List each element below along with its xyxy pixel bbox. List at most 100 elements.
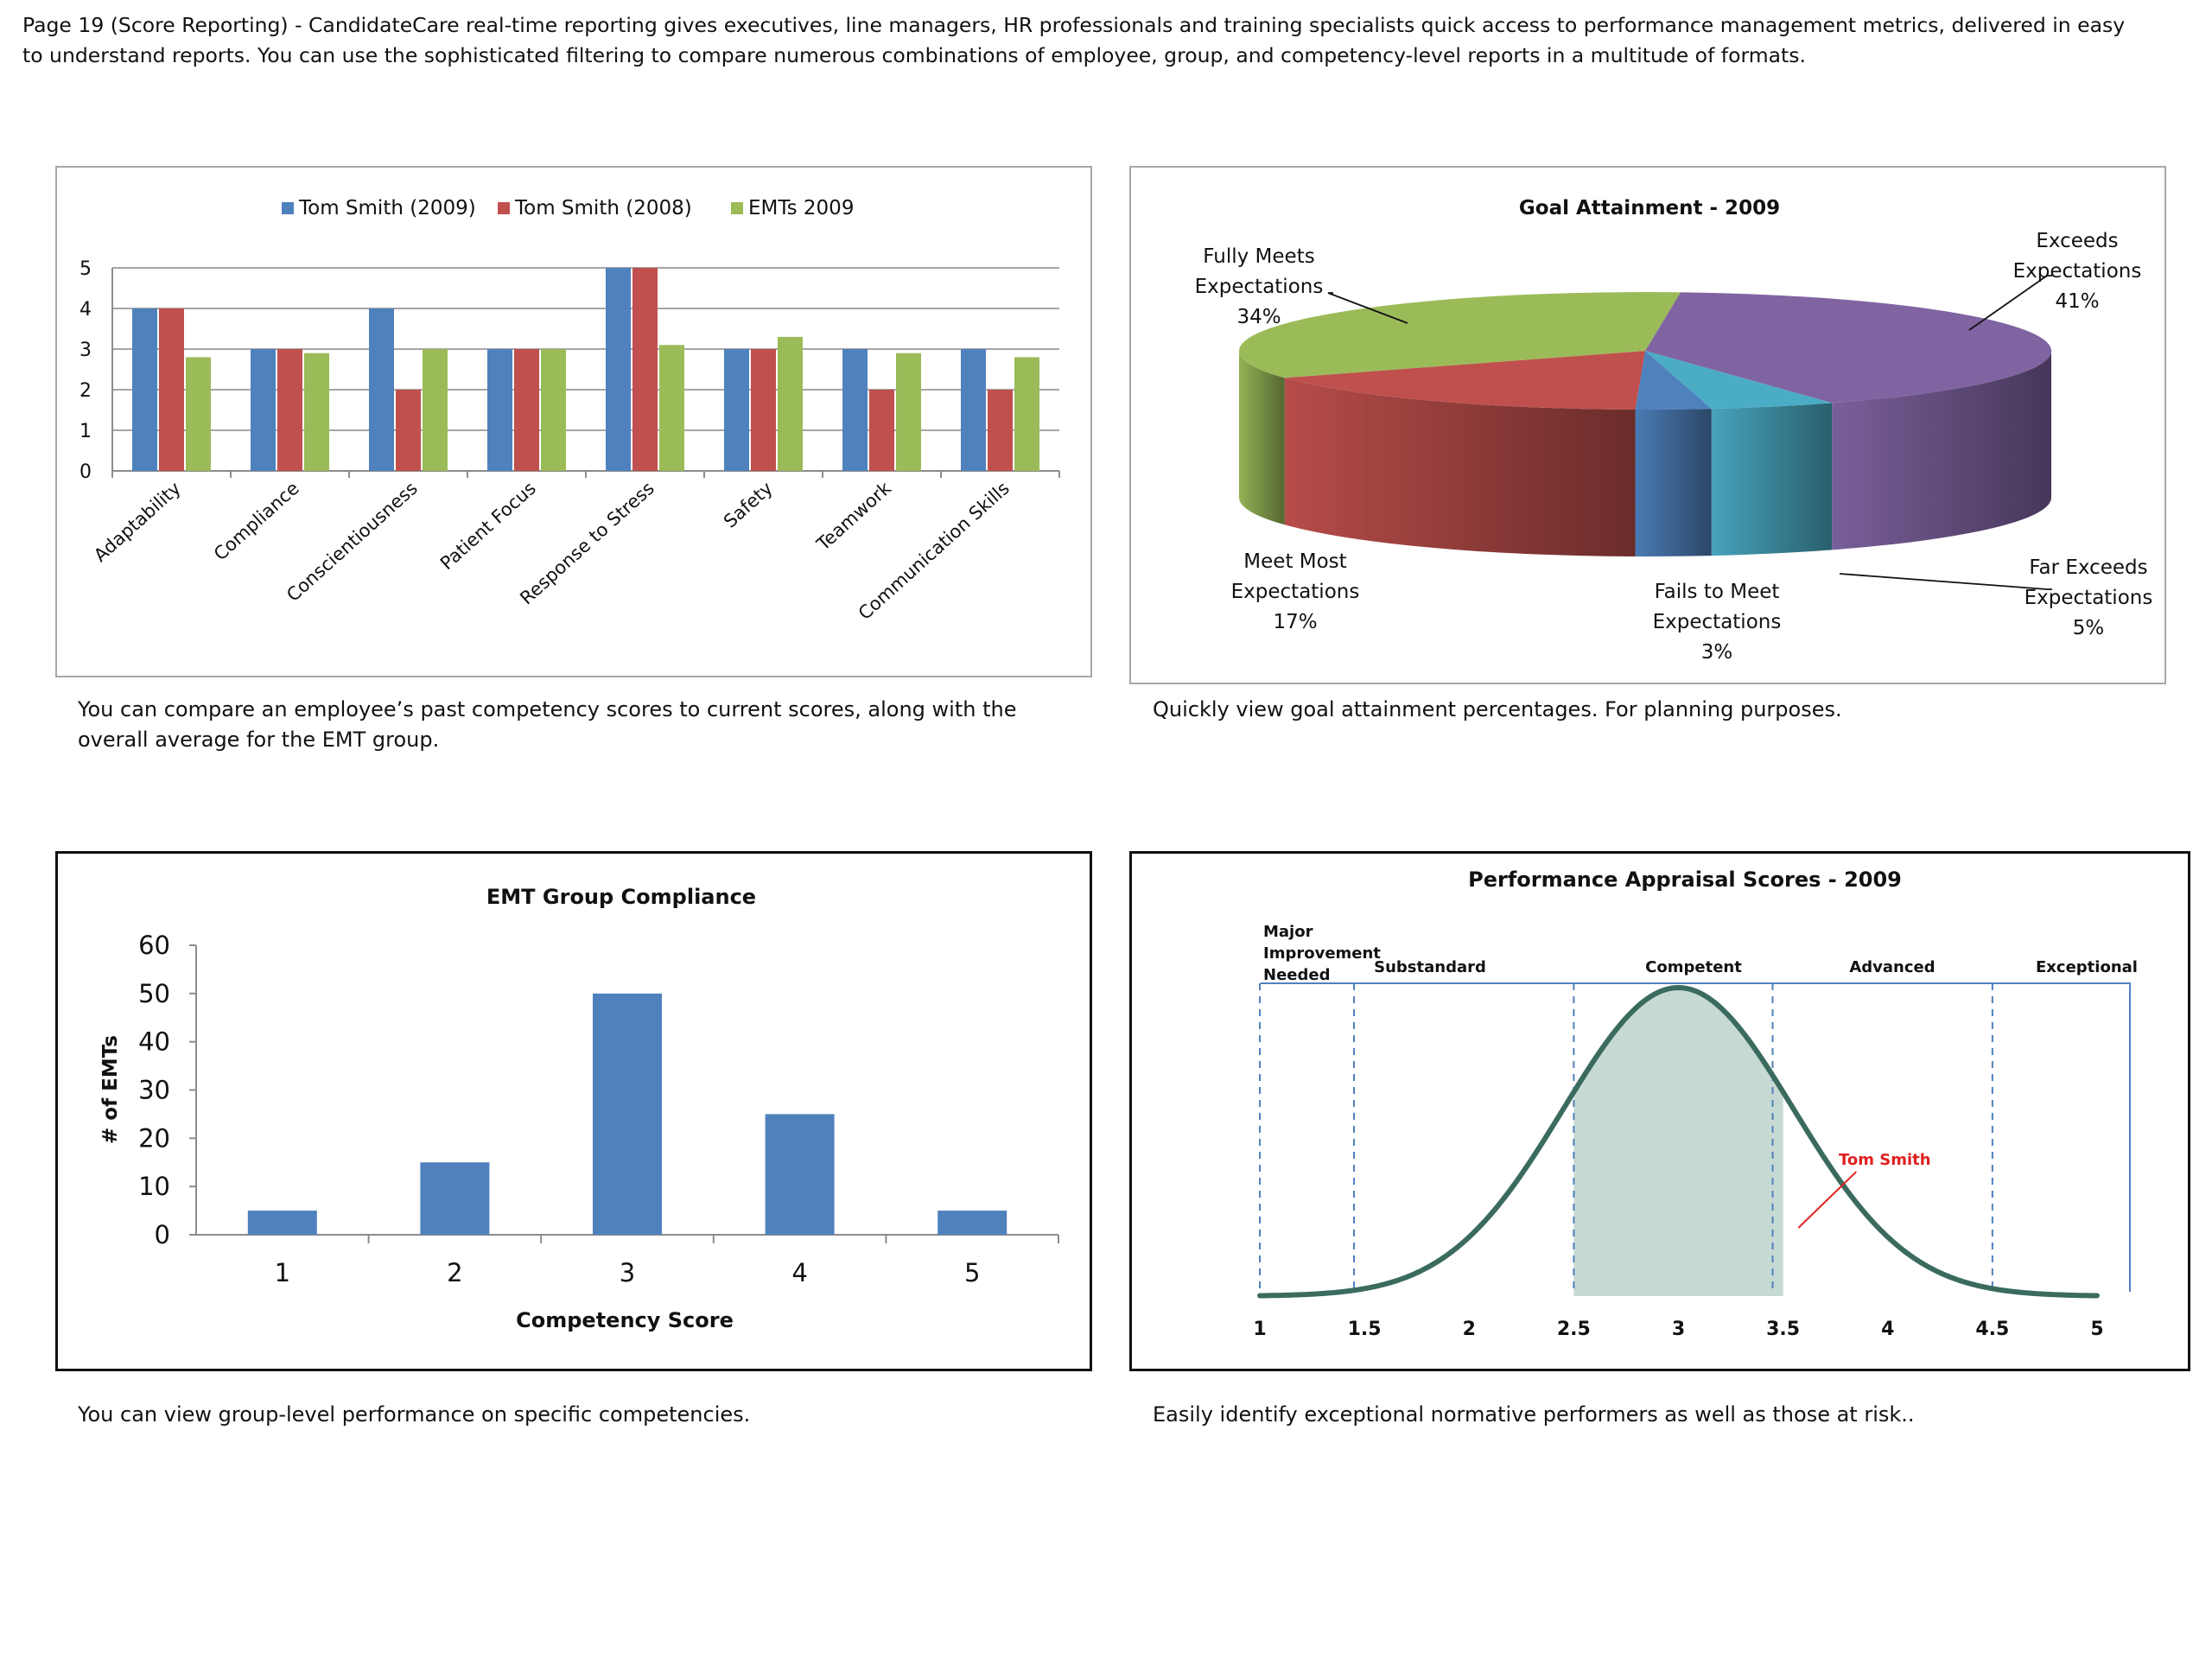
goal-attainment-chart: Goal Attainment - 2009 Exceeds Expectation… xyxy=(1129,166,2166,684)
slice-label: 5% xyxy=(2073,617,2105,639)
goal-caption: Quickly view goal attainment percentages… xyxy=(1153,697,1842,721)
bar-tom-smith-2009- xyxy=(606,268,631,471)
y-tick-label: 50 xyxy=(138,979,170,1008)
y-tick-label: 0 xyxy=(79,461,92,483)
histogram-bar xyxy=(420,1162,490,1235)
leader-line xyxy=(1327,292,1408,324)
slice-label: Exceeds xyxy=(2036,230,2118,252)
band-label: Competent xyxy=(1645,958,1742,976)
competency-caption: You can compare an employee’s past compe… xyxy=(78,697,1017,752)
distribution-curve xyxy=(1257,984,2100,1299)
bar-emts-2009 xyxy=(896,353,921,471)
y-tick-label: 2 xyxy=(79,380,92,402)
pie-side xyxy=(1832,351,2051,550)
histogram-bar xyxy=(765,1114,835,1235)
slice-label: 34% xyxy=(1236,306,1281,328)
x-tick-label: 2 xyxy=(447,1258,462,1287)
pie-slice xyxy=(1635,351,1712,410)
band-label: Substandard xyxy=(1374,958,1486,976)
legend-label: EMTs 2009 xyxy=(748,197,854,219)
histogram-bar xyxy=(938,1211,1007,1235)
group-caption: You can view group-level performance on … xyxy=(78,1402,751,1427)
band-label: Improvement xyxy=(1263,944,1381,963)
pie-slice xyxy=(1645,292,2051,404)
histogram-bar xyxy=(593,993,662,1235)
bar-emts-2009 xyxy=(186,357,211,471)
intro-paragraph: Page 19 (Score Reporting) - CandidateCar… xyxy=(22,13,2126,67)
pie-slice xyxy=(1284,351,1645,410)
x-tick-label: Teamwork xyxy=(812,477,895,555)
chart-title: Performance Appraisal Scores - 2009 xyxy=(1468,868,1902,892)
bar-tom-smith-2008- xyxy=(988,390,1013,471)
slice-label: Expectations xyxy=(2024,587,2153,609)
competent-region xyxy=(1573,988,1783,1296)
bar-tom-smith-2008- xyxy=(869,390,894,471)
x-tick-label: 3 xyxy=(620,1258,635,1287)
slice-label: Expectations xyxy=(2013,260,2142,283)
goal-chart-svg: Goal Attainment - 2009 Exceeds Expectation… xyxy=(1195,197,2153,664)
y-tick-label: 3 xyxy=(79,340,92,361)
y-tick-label: 10 xyxy=(138,1172,170,1201)
y-tick-label: 5 xyxy=(79,258,92,280)
emt-group-compliance-chart: EMT Group Compliance 0 10 20 30 40 50 60 1 2 3 4 5 Co… xyxy=(55,851,1092,1371)
bar-tom-smith-2009- xyxy=(961,349,986,471)
x-tick-label: 1 xyxy=(1253,1319,1266,1340)
y-tick-label: 60 xyxy=(138,931,170,960)
compliance-chart-svg: EMT Group Compliance 0 10 20 30 40 50 60 1 2 3 4 5 Co… xyxy=(99,885,1059,1332)
x-tick-label: 5 xyxy=(2090,1319,2103,1340)
marker-label: Tom Smith xyxy=(1839,1151,1931,1169)
bar-tom-smith-2009- xyxy=(251,349,276,471)
histogram-bar xyxy=(247,1211,317,1235)
bar-tom-smith-2008- xyxy=(277,349,302,471)
band-label: Exceptional xyxy=(2036,958,2138,976)
x-tick-label: 1.5 xyxy=(1348,1319,1382,1340)
bar-emts-2009 xyxy=(541,349,566,471)
x-tick-label: Response to Stress xyxy=(516,478,658,609)
x-tick-label: Compliance xyxy=(210,478,303,565)
bar-tom-smith-2009- xyxy=(724,349,749,471)
x-tick-label: 4 xyxy=(1881,1319,1894,1340)
pie-slice xyxy=(1645,351,1833,410)
pie-side xyxy=(1635,409,1712,556)
band-label: Advanced xyxy=(1849,958,1935,976)
slice-label: Meet Most xyxy=(1243,550,1346,573)
legend-label: Tom Smith (2008) xyxy=(514,197,692,219)
bar-tom-smith-2009- xyxy=(132,308,157,471)
x-tick-label: Conscientiousness xyxy=(283,478,422,606)
pie-side xyxy=(1239,351,1285,525)
band-label: Needed xyxy=(1263,966,1330,984)
y-tick-label: 0 xyxy=(155,1220,170,1249)
leader-line xyxy=(1968,275,2052,331)
x-tick-label: Adaptability xyxy=(90,478,185,566)
y-tick-label: 30 xyxy=(138,1076,170,1105)
legend-swatch xyxy=(731,202,743,214)
leader-line xyxy=(1839,573,2052,590)
bar-tom-smith-2008- xyxy=(751,349,776,471)
bar-emts-2009 xyxy=(304,353,329,471)
y-tick-label: 40 xyxy=(138,1027,170,1057)
bar-tom-smith-2009- xyxy=(487,349,512,471)
bar-emts-2009 xyxy=(423,349,448,471)
appraisal-chart-svg: Performance Appraisal Scores - 2009 Major… xyxy=(1253,868,2138,1340)
chart-title: EMT Group Compliance xyxy=(486,885,756,909)
x-tick-label: Patient Focus xyxy=(436,478,540,574)
bar-tom-smith-2008- xyxy=(514,349,539,471)
slice-label: Fails to Meet xyxy=(1655,581,1780,603)
performance-appraisal-chart: Performance Appraisal Scores - 2009 Major… xyxy=(1129,851,2190,1371)
bar-emts-2009 xyxy=(659,345,684,471)
x-tick-label: 3.5 xyxy=(1766,1319,1800,1340)
slice-label: Expectations xyxy=(1653,611,1782,633)
x-tick-label: 2.5 xyxy=(1557,1319,1591,1340)
x-tick-label: 1 xyxy=(275,1258,290,1287)
appraisal-caption: Easily identify exceptional normative pe… xyxy=(1153,1402,1915,1427)
slice-label: Expectations xyxy=(1231,581,1360,603)
bar-emts-2009 xyxy=(1014,357,1039,471)
x-tick-label: 4.5 xyxy=(1975,1319,2009,1340)
legend-swatch xyxy=(282,202,294,214)
slice-label: Fully Meets xyxy=(1203,245,1314,268)
y-tick-label: 20 xyxy=(138,1123,170,1153)
legend-label: Tom Smith (2009) xyxy=(298,197,476,219)
bar-tom-smith-2008- xyxy=(396,390,421,471)
competency-chart-svg: 0 1 2 3 4 5 Adaptability ComplianceConscientiou… xyxy=(79,197,1060,624)
bar-tom-smith-2009- xyxy=(369,308,394,471)
